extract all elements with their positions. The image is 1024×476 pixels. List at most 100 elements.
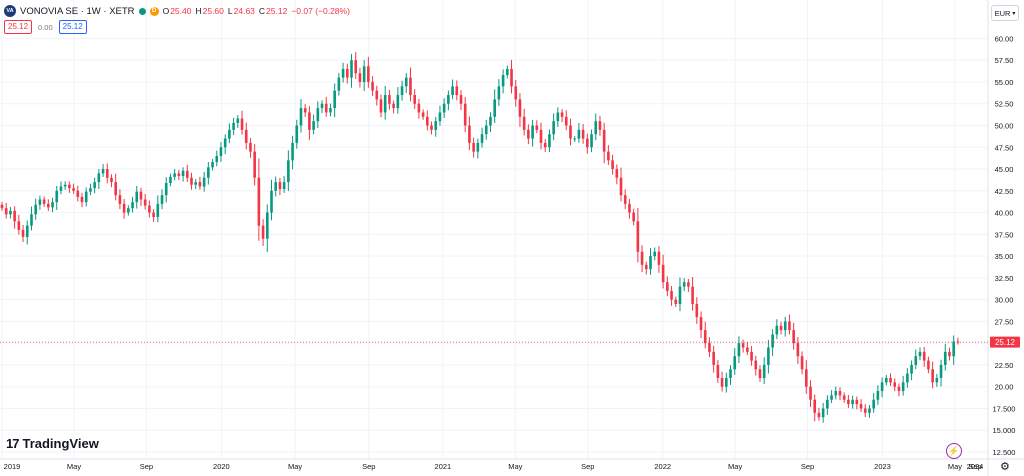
candle xyxy=(51,197,54,213)
candle-body xyxy=(489,116,492,126)
candle xyxy=(476,138,480,159)
candle xyxy=(922,346,926,367)
candle-body xyxy=(796,343,800,357)
candle xyxy=(55,185,59,210)
candle xyxy=(329,103,332,117)
candle xyxy=(316,101,320,129)
chevron-down-icon: ▾ xyxy=(1012,10,1016,17)
candle-body xyxy=(590,134,593,148)
candle-body xyxy=(417,103,421,113)
candle xyxy=(122,198,126,219)
buy-button[interactable]: 25.12 xyxy=(58,20,87,34)
candle-body xyxy=(644,264,648,270)
candle xyxy=(244,122,248,150)
candle xyxy=(560,109,564,123)
candle-body xyxy=(708,343,711,352)
candle xyxy=(594,113,598,141)
candle-body xyxy=(232,122,235,130)
candle-body xyxy=(177,173,181,177)
candle-body xyxy=(767,347,770,365)
candle xyxy=(312,114,315,135)
candle xyxy=(607,145,610,165)
high-label: H xyxy=(195,6,202,16)
candle xyxy=(337,72,341,96)
candle-body xyxy=(863,408,867,413)
candle-body xyxy=(543,142,547,148)
candle-body xyxy=(484,125,488,135)
candle-body xyxy=(451,86,454,96)
candle-body xyxy=(788,321,791,331)
candle-body xyxy=(68,184,71,189)
candle xyxy=(543,139,547,153)
candle-body xyxy=(152,212,155,217)
price-tick-label: 20.00 xyxy=(995,383,1014,392)
candle-body xyxy=(30,214,33,226)
candle xyxy=(80,192,84,208)
candle xyxy=(396,86,400,114)
candle-body xyxy=(813,399,817,413)
tradingview-logo[interactable]: 17 TradingView xyxy=(6,436,99,451)
gear-icon[interactable]: ⚙ xyxy=(1000,461,1010,473)
candle xyxy=(809,380,812,408)
candle xyxy=(548,129,551,153)
candle xyxy=(527,124,530,145)
candle-body xyxy=(510,68,513,87)
candle-body xyxy=(324,103,328,113)
candle xyxy=(228,123,231,144)
candle-body xyxy=(931,369,934,383)
candle-body xyxy=(59,186,63,191)
price-tick-label: 55.00 xyxy=(995,78,1014,87)
candle-body xyxy=(320,103,324,109)
candle-body xyxy=(560,112,564,117)
candle-body xyxy=(611,160,614,170)
candle-body xyxy=(687,282,690,287)
candle xyxy=(632,208,635,226)
candle xyxy=(223,134,227,155)
candle-body xyxy=(185,170,189,178)
candle xyxy=(110,174,113,188)
candle-body xyxy=(198,182,202,187)
candle-body xyxy=(358,73,362,82)
candle xyxy=(779,321,783,335)
symbol-title[interactable]: VONOVIA SE · 1W · XETR xyxy=(20,5,135,17)
candle-body xyxy=(194,182,198,185)
candle-body xyxy=(143,199,147,206)
candle-body xyxy=(552,121,555,135)
candle xyxy=(863,404,867,418)
candle xyxy=(674,296,678,307)
sell-button[interactable]: 25.12 xyxy=(4,20,33,34)
candle-body xyxy=(350,60,353,78)
trade-row: 25.12 0.00 25.12 xyxy=(4,20,87,34)
candle-body xyxy=(367,66,370,82)
candle xyxy=(737,336,741,364)
candle-body xyxy=(910,364,913,374)
time-tick-label: 2023 xyxy=(874,462,891,471)
ohlc-values: O 25.40 H 25.60 L 24.63 C 25.12 −0.07 (−0.28… xyxy=(163,6,350,16)
candle-body xyxy=(249,142,252,152)
candle-body xyxy=(472,142,475,152)
candle-body xyxy=(388,95,391,104)
candle xyxy=(569,118,572,146)
lightning-icon[interactable]: ⚡ xyxy=(946,443,962,459)
candle-body xyxy=(287,160,290,183)
candle xyxy=(358,67,362,88)
currency-selector[interactable]: EUR ▾ xyxy=(991,5,1019,21)
candle-body xyxy=(21,229,25,237)
candle xyxy=(118,189,122,210)
candle xyxy=(480,127,484,148)
candle-body xyxy=(9,210,12,215)
candle-body xyxy=(223,138,227,148)
svg-text:25.12: 25.12 xyxy=(995,338,1016,347)
candle-body xyxy=(720,377,724,387)
candle xyxy=(804,360,808,394)
candle xyxy=(586,133,589,154)
candle xyxy=(194,179,198,190)
price-tick-label: 32.50 xyxy=(995,274,1014,283)
candle xyxy=(362,60,366,91)
candle-body xyxy=(729,369,732,378)
candle xyxy=(590,129,593,153)
candle xyxy=(354,52,358,79)
candle xyxy=(678,277,682,312)
candle-body xyxy=(278,182,282,190)
